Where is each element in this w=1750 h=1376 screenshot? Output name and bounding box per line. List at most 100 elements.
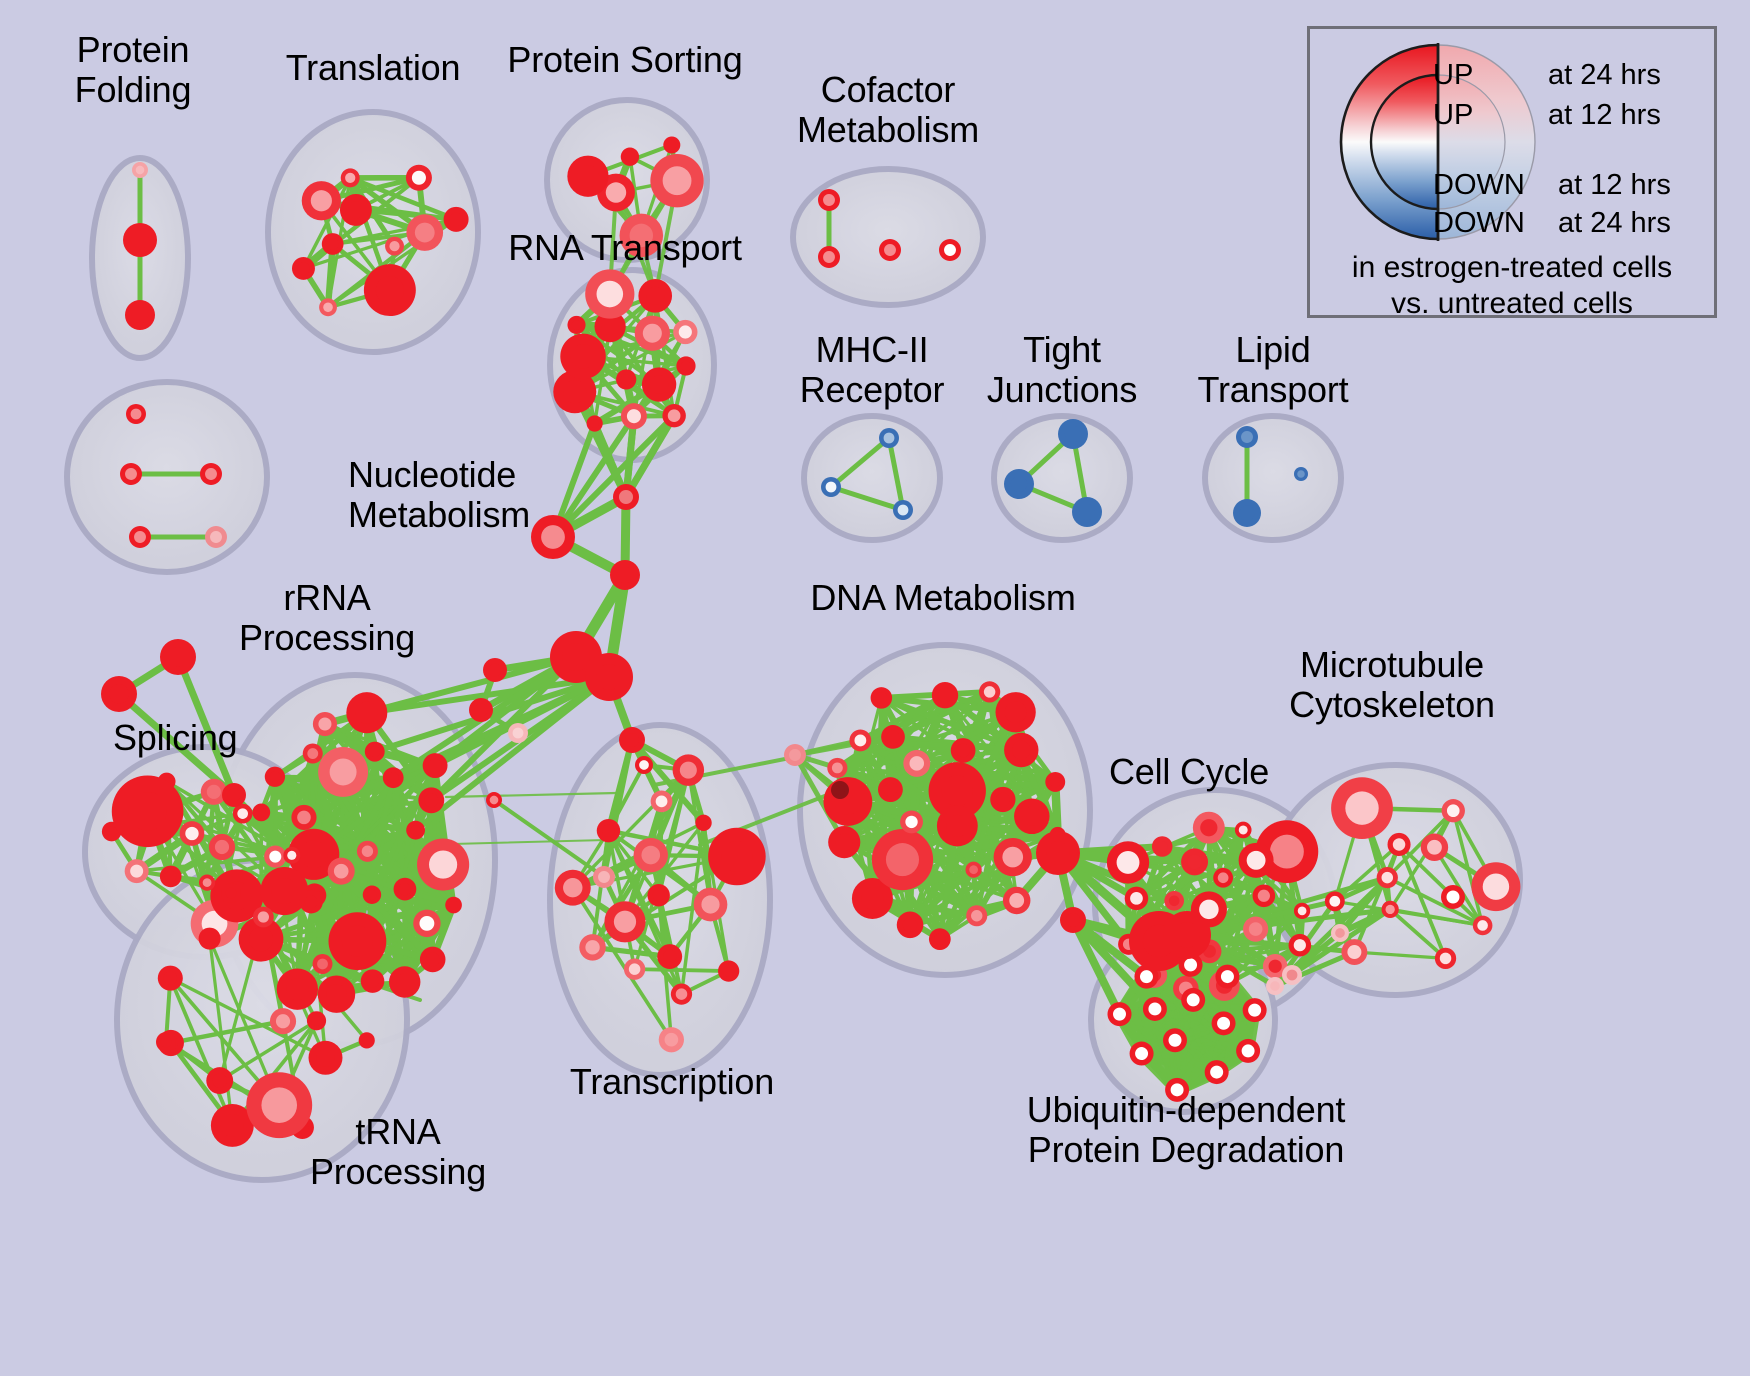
legend-time-2: at 12 hrs [1558,169,1671,201]
network-node [900,810,923,834]
node-inner-disc [835,785,845,795]
network-node [928,928,951,951]
network-node [312,711,338,737]
node-inner-disc [1482,873,1510,900]
node-inner-disc [347,201,365,219]
network-node [269,1008,297,1035]
network-node [413,909,441,938]
node-inner-disc [699,818,708,828]
edge [338,775,396,874]
node-inner-disc [128,791,167,831]
network-node [200,463,222,485]
network-node [1036,831,1080,875]
node-inner-disc [1187,854,1202,870]
node-inner-disc [596,664,622,690]
node-inner-disc [971,910,983,922]
edge [606,828,672,959]
network-node [1163,911,1211,959]
network-node [198,874,216,891]
cluster-label-protein-sorting: Protein Sorting [507,39,743,80]
node-inner-disc [366,974,379,988]
network-node [1471,862,1521,912]
network-node [129,526,151,548]
network-node [596,818,621,843]
network-node [676,356,696,376]
network-node [362,885,382,904]
node-inner-disc [639,760,649,770]
node-inner-disc [389,241,400,252]
edge [1148,1002,1255,1057]
network-node [301,181,341,221]
network-node [508,723,528,743]
node-inner-disc [1385,904,1395,915]
network-node [1341,939,1368,965]
edge [886,435,906,513]
network-node [619,727,645,753]
network-node [1441,885,1465,909]
node-inner-disc [160,1036,172,1048]
node-inner-disc [1241,431,1253,443]
node-inner-disc [275,1014,291,1029]
network-node [1004,732,1039,768]
network-node [693,887,728,922]
edge [168,976,235,1128]
network-node [1387,832,1411,857]
node-inner-disc [135,165,145,175]
network-node [610,560,640,590]
network-node [252,803,271,822]
node-inner-disc [1238,825,1248,835]
cluster-label-transcription: Transcription [569,1061,775,1102]
node-inner-disc [220,1113,244,1138]
network-node [870,687,893,709]
legend-state-0: UP [1433,59,1474,91]
edge [204,789,217,885]
network-node [647,884,670,907]
network-node [1142,996,1167,1021]
network-node [1134,964,1159,989]
node-inner-disc [429,850,458,879]
node-inner-disc [1335,928,1345,938]
cluster-label-rrna-processing: rRNA Processing [238,577,416,659]
node-inner-disc [897,504,909,516]
node-inner-disc [1135,1047,1149,1061]
edge [1385,875,1485,928]
cluster-label-mhc-ii-receptor: MHC-II Receptor [799,329,945,411]
network-node [1252,884,1276,908]
node-inner-disc [297,262,310,275]
network-node [291,804,317,830]
network-node [650,154,704,208]
node-inner-disc [884,244,896,256]
node-inner-disc [886,730,900,744]
node-inner-disc [642,323,662,343]
network-node [1106,841,1150,884]
edge [550,413,637,540]
edge [1385,808,1456,880]
edge [1069,916,1159,1013]
node-inner-disc [333,863,349,879]
network-node [586,415,603,432]
network-node [419,946,446,973]
network-node [406,214,444,251]
node-inner-disc [969,865,979,875]
node-inner-disc [345,172,356,184]
cluster-blob-cofactor-metabolism [790,166,986,308]
node-inner-disc [304,895,318,909]
network-node [1236,1038,1261,1063]
node-inner-disc [956,743,970,758]
network-node [356,840,378,862]
cluster-blob-translation [265,109,481,355]
node-inner-disc [1392,838,1406,851]
cluster-label-lipid-transport: Lipid Transport [1197,329,1349,411]
node-inner-disc [212,1073,227,1088]
network-node [160,639,196,675]
node-inner-disc [369,746,381,758]
edge [364,847,457,909]
node-inner-disc [655,795,668,808]
network-node [283,846,301,864]
node-inner-disc [1113,1007,1126,1021]
node-inner-disc [206,784,221,799]
node-inner-disc [1046,841,1070,865]
network-node [641,367,677,402]
node-inner-disc [256,807,267,818]
